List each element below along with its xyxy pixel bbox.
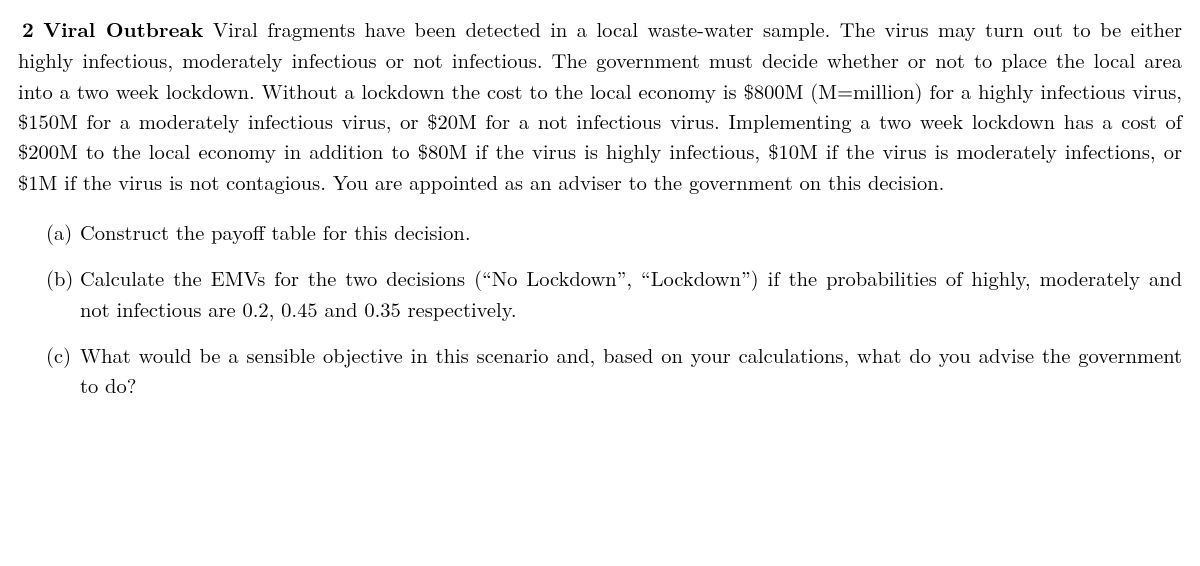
problem-number: 2 [22, 15, 34, 44]
subpart-text: Construct the payoff table for this deci… [80, 217, 471, 246]
subpart-label: (c) [46, 340, 71, 370]
subpart-text: Calculate the EMVs for the two decisions… [80, 263, 1182, 322]
subpart-label: (a) [46, 217, 72, 247]
subpart-c: (c) What would be a sensible objective i… [46, 340, 1182, 401]
problem-intro: 2 Viral Outbreak Viral fragments have be… [18, 14, 1182, 197]
subparts-list: (a) Construct the payoff table for this … [18, 217, 1182, 401]
problem-title: Viral Outbreak [43, 15, 203, 44]
subpart-label: (b) [46, 263, 73, 293]
subpart-a: (a) Construct the payoff table for this … [46, 217, 1182, 247]
subpart-b: (b) Calculate the EMVs for the two decis… [46, 263, 1182, 324]
subpart-text: What would be a sensible objective in th… [80, 340, 1182, 399]
